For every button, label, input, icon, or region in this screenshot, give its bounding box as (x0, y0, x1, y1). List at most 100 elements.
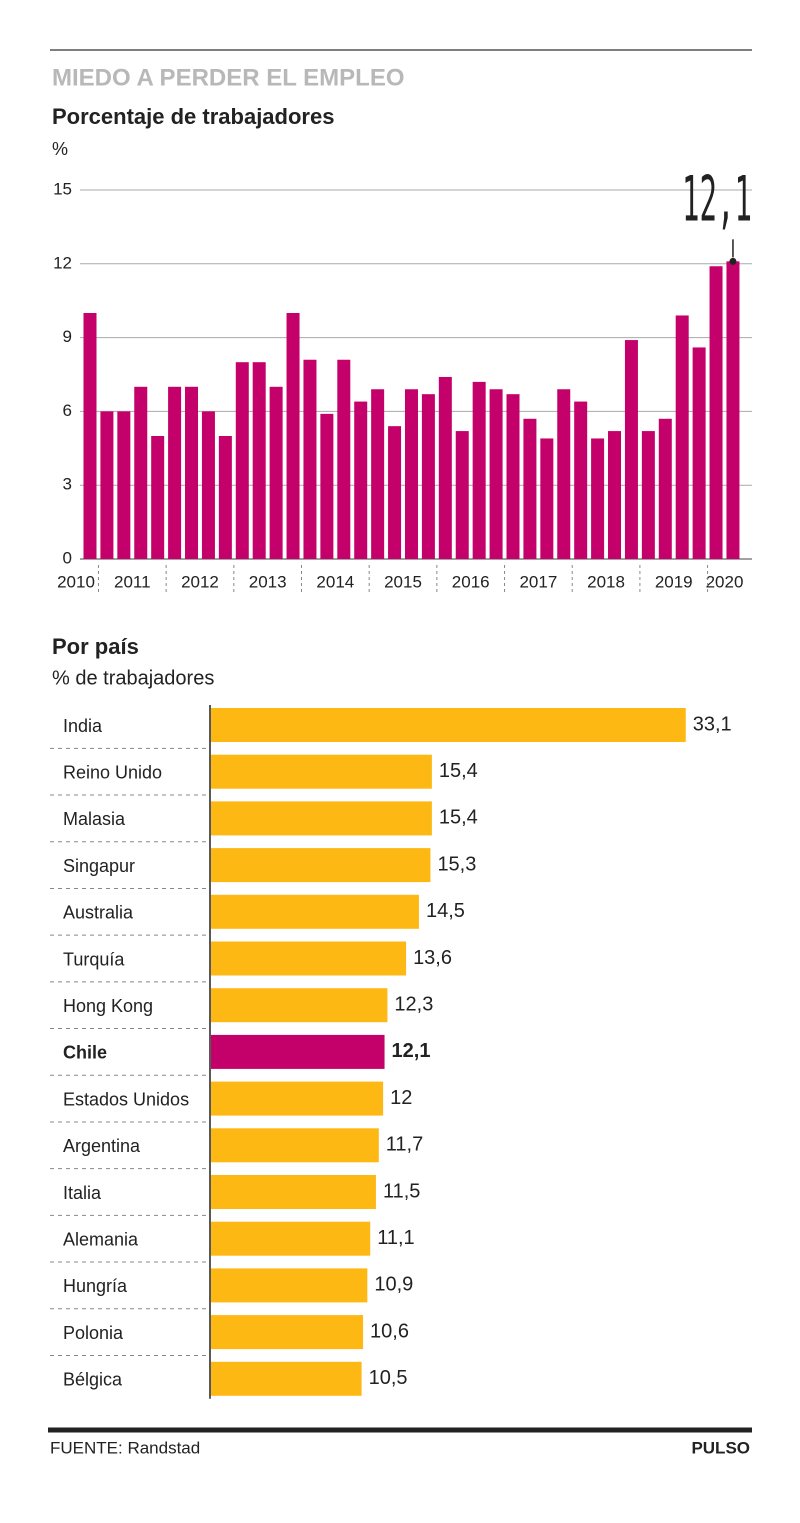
bar (557, 389, 571, 559)
bar (675, 315, 689, 559)
bar (303, 359, 317, 559)
bar (371, 389, 385, 559)
category-label: Reino Unido (63, 762, 162, 782)
bar (709, 266, 723, 559)
value-label: 12,1 (392, 1040, 431, 1062)
bar (218, 436, 232, 559)
bar (117, 411, 131, 559)
chart-subtitle: Porcentaje de trabajadores (52, 104, 334, 129)
bar (489, 389, 503, 559)
bar (211, 801, 432, 836)
bar (211, 708, 686, 742)
bar (211, 1221, 371, 1256)
bar (134, 386, 148, 559)
bar (211, 1315, 364, 1350)
value-label: 10,5 (369, 1367, 408, 1389)
value-label: 11,5 (383, 1180, 420, 1202)
category-label: Argentina (63, 1136, 141, 1156)
y-tick-label: 15 (53, 179, 72, 198)
bar (523, 418, 537, 559)
y-tick-label: 9 (63, 327, 72, 346)
bar (658, 418, 672, 559)
bar (320, 413, 334, 559)
bar (421, 394, 435, 559)
source: FUENTE: Randstad (50, 1438, 200, 1457)
bar (211, 894, 419, 929)
bar (438, 376, 452, 559)
category-label: India (63, 716, 103, 736)
bar (455, 431, 469, 559)
category-label: Australia (63, 903, 134, 923)
category-label: Alemania (63, 1229, 139, 1249)
category-label: Turquía (63, 949, 125, 969)
bar (252, 362, 266, 559)
x-tick-label: 2014 (316, 572, 354, 591)
category-label: Italia (63, 1183, 102, 1203)
bar (168, 386, 182, 559)
x-tick-label: 2011 (114, 572, 151, 591)
category-label: Bélgica (63, 1370, 123, 1390)
bar (286, 313, 300, 559)
bar (404, 389, 418, 559)
y-tick-label: 12 (53, 253, 72, 272)
y-tick-label: 3 (63, 475, 72, 494)
x-tick-label: 2010 (57, 572, 95, 591)
bar (83, 313, 97, 559)
bar (211, 754, 432, 789)
bar (540, 438, 554, 559)
bar (506, 394, 520, 559)
bar (591, 438, 605, 559)
value-label: 12,1 (682, 162, 752, 235)
category-label: Hong Kong (63, 996, 153, 1016)
bar (151, 436, 165, 559)
value-label: 14,5 (426, 900, 465, 922)
bar (388, 426, 402, 559)
bar (726, 261, 740, 559)
value-label: 12,3 (394, 993, 433, 1015)
value-label: 15,3 (437, 853, 476, 875)
value-label: 33,1 (693, 713, 732, 735)
chart-subtitle: % de trabajadores (52, 667, 214, 689)
bar (211, 1268, 368, 1303)
x-tick-label: 2019 (655, 572, 693, 591)
bar (211, 1128, 379, 1163)
category-label: Singapur (63, 856, 135, 876)
x-tick-label: 2020 (706, 572, 744, 591)
chart-title: Por país (52, 634, 139, 659)
x-tick-label: 2018 (587, 572, 625, 591)
bar (211, 848, 431, 883)
bar (574, 401, 588, 559)
value-label: 13,6 (413, 947, 452, 969)
x-tick-label: 2013 (249, 572, 287, 591)
value-label: 12 (390, 1087, 412, 1109)
x-tick-label: 2017 (519, 572, 557, 591)
y-tick-label: 6 (63, 401, 72, 420)
bar (472, 381, 486, 559)
bar (201, 411, 215, 559)
bar (211, 1081, 384, 1116)
bar (624, 340, 638, 559)
value-label: 10,9 (374, 1274, 413, 1296)
value-label: 11,7 (386, 1134, 423, 1156)
bar (692, 347, 706, 559)
bar (337, 359, 351, 559)
category-label: Malasia (63, 809, 126, 829)
bar (211, 1175, 376, 1209)
x-tick-label: 2016 (452, 572, 490, 591)
annotation-dot (729, 257, 737, 265)
value-label: 15,4 (439, 760, 478, 782)
category-label: Polonia (63, 1323, 124, 1343)
bar (269, 386, 283, 559)
bar (235, 362, 249, 559)
y-axis-label: % (52, 139, 68, 159)
category-label: Hungría (63, 1276, 128, 1296)
bar (100, 411, 114, 559)
bar (211, 988, 388, 1023)
bar (211, 1034, 385, 1069)
bar (354, 401, 368, 559)
bar (211, 941, 407, 976)
y-tick-label: 0 (63, 548, 72, 567)
bar (641, 431, 655, 559)
category-label: Chile (63, 1043, 107, 1063)
